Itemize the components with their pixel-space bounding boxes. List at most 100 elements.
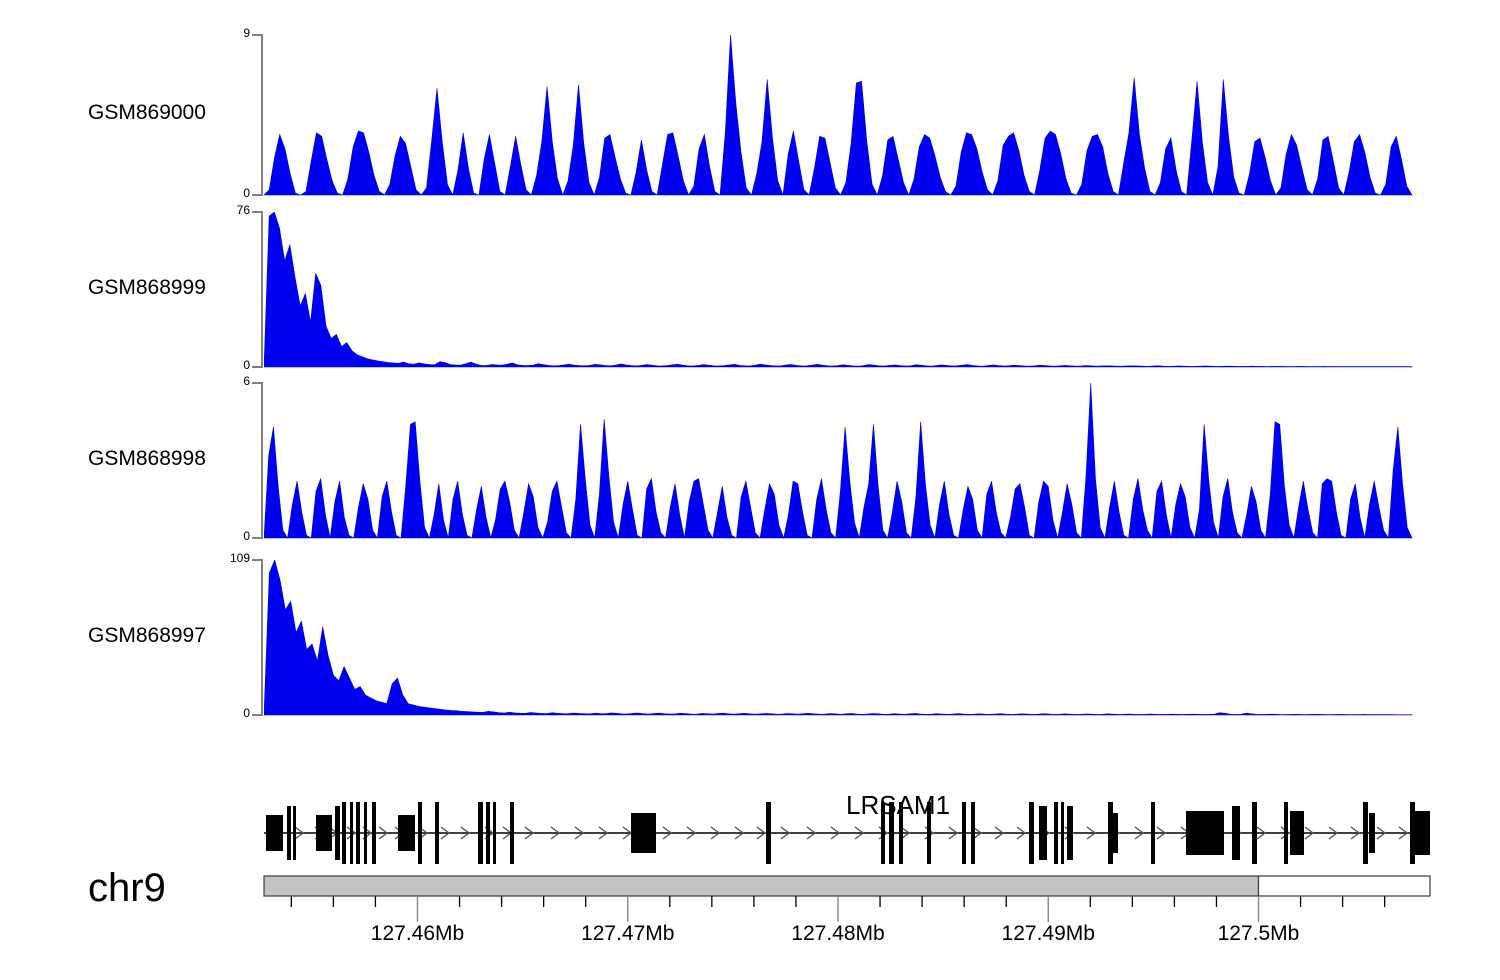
axis-min-label: 0 [243,706,250,720]
gene-exon[interactable] [418,802,422,864]
gene-exon[interactable] [889,802,894,864]
chromosome-label: chr9 [88,866,166,910]
axis-max-label: 109 [229,551,250,565]
gene-exon[interactable] [266,815,283,851]
strand-arrow-icon [734,826,745,840]
gene-exon[interactable] [486,802,490,864]
gene-exon[interactable] [356,802,360,864]
gene-exon[interactable] [350,802,353,864]
strand-arrow-icon [440,826,451,840]
track-y-axis [252,382,263,539]
axis-min-label: 0 [243,186,250,200]
gene-exon[interactable] [881,802,885,864]
track-y-axis [252,34,263,196]
strand-arrow-icon [854,826,865,840]
gene-exon[interactable] [631,813,656,853]
coverage-area[interactable] [264,383,1414,539]
gene-exon[interactable] [1252,802,1257,864]
gene-exon[interactable] [287,806,291,860]
gene-exon[interactable] [1290,811,1304,855]
coverage-area[interactable] [264,212,1414,368]
gene-exon[interactable] [1029,802,1034,864]
ideogram-ruler[interactable] [0,872,1500,922]
strand-arrow-icon [1086,826,1097,840]
strand-arrow-icon [1280,826,1291,840]
strand-arrow-icon [574,826,585,840]
gene-exon[interactable] [364,802,367,864]
strand-arrow-icon [598,826,609,840]
gene-exon[interactable] [342,802,346,864]
axis-max-label: 9 [243,26,250,40]
strand-arrow-icon [524,826,535,840]
strand-arrow-icon [346,826,357,840]
strand-arrow-icon [1376,826,1387,840]
gene-name-label: LRSAM1 [846,790,951,820]
axis-min-label: 0 [243,529,250,543]
gene-exon[interactable] [293,806,296,860]
ideogram-unshaded-region [1257,875,1431,897]
gene-exon[interactable] [1232,806,1240,860]
ruler-tick-label: 127.5Mb [1217,922,1300,945]
strand-arrow-icon [830,826,841,840]
gene-exon[interactable] [962,802,966,864]
gene-exon[interactable] [971,802,975,864]
gene-exon[interactable] [1363,802,1368,864]
track-sample-label: GSM868997 [88,623,206,647]
gene-exon[interactable] [493,802,496,864]
strand-arrow-icon [710,826,721,840]
track-sample-label: GSM868999 [88,275,206,299]
strand-arrow-icon [1328,826,1339,840]
gene-exon[interactable] [316,815,332,851]
gene-exon[interactable] [1369,813,1375,853]
coverage-area[interactable] [264,35,1414,196]
strand-arrow-icon [1350,826,1361,840]
strand-arrow-icon [948,826,959,840]
gene-exon[interactable] [1067,806,1073,860]
gene-exon[interactable] [1284,802,1288,864]
gene-exon[interactable] [1410,802,1415,864]
gene-exon[interactable] [1113,813,1118,853]
gene-exon[interactable] [927,802,931,864]
axis-min-label: 0 [243,358,250,372]
gene-exon[interactable] [1151,802,1155,864]
gene-exon[interactable] [478,802,483,864]
gene-exon[interactable] [1054,802,1058,864]
strand-arrow-icon [756,826,767,840]
track-sample-label: GSM868998 [88,446,206,470]
strand-arrow-icon [994,826,1005,840]
ruler-tick-label: 127.48Mb [791,922,885,945]
gene-exon[interactable] [766,802,771,864]
gene-exon[interactable] [1061,802,1064,864]
gene-exon[interactable] [1186,811,1224,855]
strand-arrow-icon [972,826,983,840]
strand-arrow-icon [1016,826,1027,840]
ruler-tick-label: 127.49Mb [1001,922,1095,945]
strand-arrow-icon [900,826,911,840]
strand-arrow-icon [780,826,791,840]
gene-exon[interactable] [1108,802,1113,864]
strand-arrow-icon [662,826,673,840]
gene-annotation-panel: LRSAM1 [0,760,1500,880]
gene-exon[interactable] [1414,811,1430,855]
strand-arrow-icon [1156,826,1167,840]
strand-arrow-icon [460,826,471,840]
strand-arrow-icon [550,826,561,840]
gene-model-svg[interactable] [0,760,1500,880]
strand-arrow-icon [686,826,697,840]
strand-arrow-icon [1304,826,1315,840]
track-y-axis [252,559,263,716]
axis-max-label: 6 [243,374,250,388]
gene-exon[interactable] [435,802,439,864]
gene-exon[interactable] [899,802,903,864]
gene-exon[interactable] [398,815,415,851]
strand-arrow-icon [1398,826,1409,840]
gene-exon[interactable] [510,802,514,864]
gene-exon[interactable] [1039,806,1047,860]
gene-exon[interactable] [372,802,376,864]
ruler-tick-label: 127.46Mb [370,922,465,945]
strand-arrow-icon [1256,826,1267,840]
strand-arrow-icon [294,826,305,840]
coverage-area[interactable] [264,560,1414,716]
gene-exon[interactable] [335,806,340,860]
